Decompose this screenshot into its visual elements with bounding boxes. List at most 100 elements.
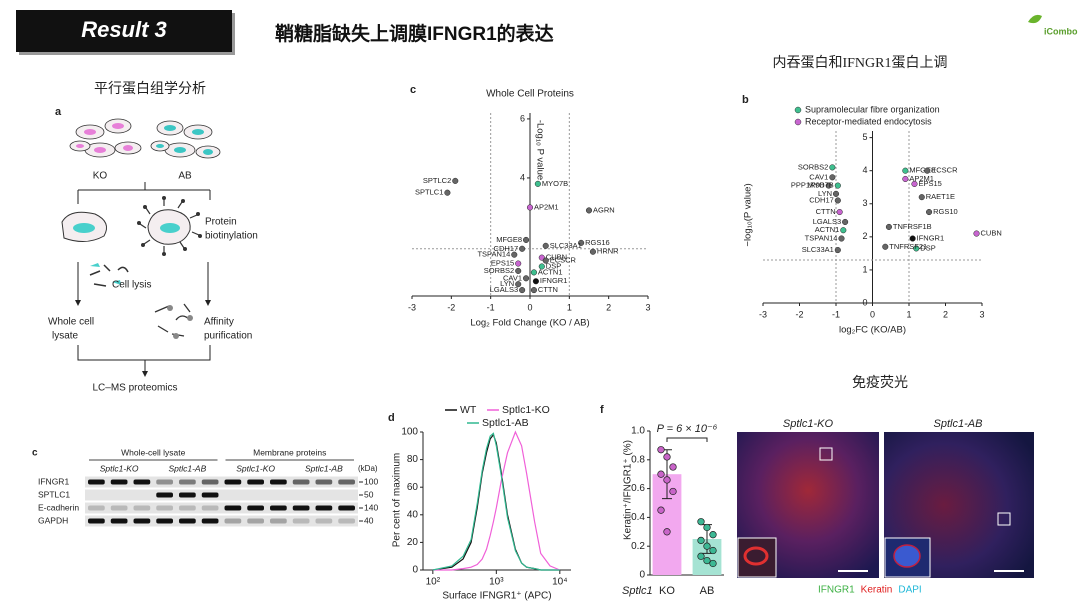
chart-title: Whole Cell Proteins: [486, 89, 574, 100]
point-label: AP2M1: [534, 202, 559, 211]
y-tick-label: 0.8: [631, 454, 645, 465]
panel-label: c: [410, 84, 416, 96]
blot-lane: Sptlc1-KO: [236, 463, 275, 473]
y-tick-label: 0.6: [631, 483, 645, 494]
point-label: RGS16: [585, 238, 610, 247]
data-point: [526, 204, 534, 211]
x-tick-label: -1: [487, 302, 495, 312]
significance-bracket: [666, 437, 708, 442]
blot-strip: [85, 515, 358, 527]
size-label: 40: [364, 515, 374, 525]
point-label: SPTLC2: [423, 176, 451, 185]
band: [156, 492, 173, 498]
band: [338, 518, 355, 524]
immunofluorescence: Sptlc1-KO Sptlc1-AB: [737, 418, 1034, 578]
point-label: ECSCR: [931, 166, 958, 175]
y-tick-label: 20: [407, 537, 419, 548]
data-point: [585, 207, 593, 214]
y-tick-label: 4: [520, 172, 525, 182]
point-label: CDH17: [494, 244, 519, 253]
y-tick-label: 3: [862, 198, 867, 208]
x-tick-label: -1: [832, 309, 840, 319]
stain-label: IFNGR1: [818, 585, 855, 596]
point-label: AP2M1: [909, 174, 934, 183]
band: [88, 505, 105, 511]
x-tick-label: 10³: [489, 577, 504, 588]
blot-strip: [85, 489, 358, 501]
point-label: SLC33A1: [550, 241, 582, 250]
x-tick-label: 3: [979, 309, 984, 319]
image-title: Sptlc1-AB: [934, 418, 983, 430]
blot-row-label: E-cadherin: [38, 502, 79, 512]
x-tick-label: 0: [870, 309, 875, 319]
data-point: [657, 506, 665, 514]
data-point: [834, 197, 841, 204]
x-axis-label: Surface IFNGR1⁺ (APC): [442, 591, 551, 602]
data-point: [697, 536, 705, 545]
point-label: RAET1E: [926, 192, 955, 201]
point-label: SORBS2: [484, 266, 514, 275]
step-label: Affinity: [204, 317, 234, 328]
band: [315, 479, 333, 485]
group-label: AB: [178, 171, 192, 182]
data-point: [515, 260, 522, 267]
annotation: P = 6 × 10⁻⁶: [657, 423, 718, 435]
blot-unit: (kDa): [358, 464, 378, 473]
section-heading: 内吞蛋白和IFNGR1蛋白上调: [772, 55, 947, 71]
point-label: ACTN1: [815, 225, 840, 234]
band: [88, 518, 105, 524]
data-point: [703, 542, 711, 550]
band: [224, 479, 242, 485]
y-tick-label: 5: [862, 132, 867, 142]
band: [338, 505, 355, 511]
x-tick-label: 2: [606, 302, 611, 312]
blot-lane: Sptlc1-AB: [305, 463, 343, 473]
blot-strip: [85, 502, 358, 514]
section-heading: 平行蛋白组学分析: [94, 81, 206, 97]
x-axis-label: Log₂ Fold Change (KO / AB): [470, 318, 589, 329]
y-tick-label: 100: [401, 427, 418, 438]
data-point: [663, 528, 671, 536]
data-point: [523, 275, 530, 282]
step-label: Cell lysis: [112, 280, 151, 291]
band: [201, 505, 219, 511]
point-label: SLC33A1: [802, 245, 834, 254]
y-tick-label: 80: [407, 454, 419, 465]
data-point: [511, 251, 518, 258]
data-point: [697, 518, 705, 526]
inset-box: [997, 512, 1011, 526]
x-tick-label: 10⁴: [552, 577, 567, 588]
data-point: [840, 227, 847, 234]
x-tick-label: -3: [408, 302, 416, 312]
histogram-line: [432, 432, 560, 571]
band: [179, 492, 196, 498]
step-label: LC–MS proteomics: [92, 383, 177, 394]
image-title: Sptlc1-KO: [783, 418, 834, 430]
data-point: [829, 164, 836, 171]
data-point: [882, 243, 889, 250]
point-label: CTTN: [538, 285, 558, 294]
connector: [77, 345, 211, 368]
data-point: [657, 446, 665, 454]
band: [247, 479, 264, 485]
y-tick-label: 2: [862, 231, 867, 241]
data-point: [918, 194, 925, 201]
step-label: lysate: [52, 331, 79, 342]
data-point: [515, 267, 522, 274]
data-point: [663, 476, 671, 484]
data-point: [578, 239, 585, 246]
point-label: TNFRSF1B: [893, 222, 932, 231]
band: [201, 518, 219, 524]
y-tick-label: 4: [862, 165, 867, 175]
stain-label: DAPI: [898, 585, 921, 596]
band: [133, 518, 151, 524]
blot-group: Whole-cell lysate: [121, 447, 186, 457]
point-label: MFGE8: [909, 166, 935, 175]
data-point: [703, 556, 711, 565]
x-axis-label: Sptlc1: [622, 585, 653, 597]
legend-marker: [794, 118, 802, 126]
band: [247, 505, 264, 511]
point-label: CAV1: [503, 273, 522, 282]
band: [270, 518, 287, 524]
data-point: [709, 546, 717, 555]
